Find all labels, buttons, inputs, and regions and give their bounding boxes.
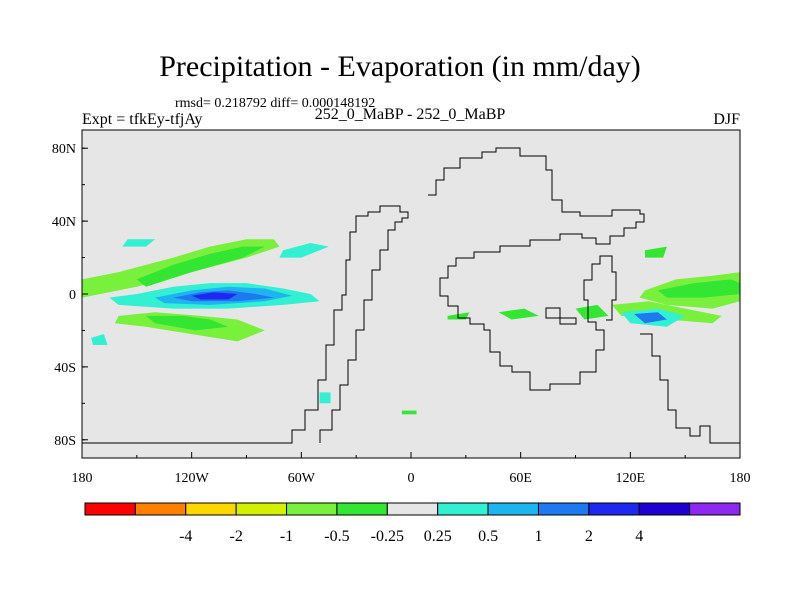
colorbar-label: -2 (229, 528, 242, 545)
colorbar-label: 0.25 (424, 528, 452, 545)
lon-tick-label: 60W (288, 471, 316, 486)
region-south-cyan-1 (91, 334, 108, 345)
tethys-island-outline (545, 307, 577, 325)
continent-outlines (82, 147, 740, 444)
region-tethys-green-1 (498, 308, 539, 320)
colorbar-swatch (185, 502, 237, 516)
region-tethys-green-2 (575, 304, 609, 320)
lon-tick-label: 180 (730, 471, 751, 486)
region-north-pacific-cyan-2 (279, 243, 329, 258)
western-landmass-outline (82, 205, 409, 444)
eastern-landmass-outline (428, 147, 645, 391)
lon-tick-label: 120E (616, 471, 646, 486)
colorbar-label: -0.25 (371, 528, 404, 545)
colorbar-swatch (689, 502, 741, 516)
colorbar-swatch (638, 502, 691, 516)
lon-tick-label: 60E (509, 471, 532, 486)
colorbar-swatch (336, 502, 388, 516)
colorbar-label: -4 (179, 528, 192, 545)
lat-tick-label: 40S (54, 361, 76, 376)
lat-tick-label: 40N (52, 215, 76, 230)
lon-tick-label: 120W (175, 471, 210, 486)
lat-tick-label: 0 (69, 288, 76, 303)
colorbar-label: 4 (635, 528, 643, 545)
lon-tick-label: 180 (72, 471, 93, 486)
region-south-green-small (401, 410, 417, 415)
region-east-pacific-blue (634, 312, 667, 324)
colorbar-swatch (437, 502, 489, 516)
map-title: Precipitation - Evaporation (in mm/day) (159, 50, 641, 83)
southeast-landmass-outline (640, 333, 740, 444)
region-north-east-green (645, 246, 667, 258)
colorbar-label: 0.5 (478, 528, 498, 545)
colorbar-label: -1 (280, 528, 293, 545)
colorbar-label: 1 (534, 528, 542, 545)
colorbar-swatch (235, 502, 288, 516)
colorbar-swatch (386, 502, 439, 516)
colorbar: -4 -2 -1 -0.5 -0.25 0.25 0.5 1 2 4 (84, 502, 741, 545)
region-east-pacific-bright-band (657, 279, 740, 298)
experiment-label: Expt = tfkEy-tfjAy (82, 111, 203, 128)
lon-tick-label: 0 (408, 471, 415, 486)
colorbar-swatch (487, 502, 539, 516)
colorbar-swatch (84, 502, 136, 516)
colorbar-swatch (537, 502, 590, 516)
region-pacific-north-bright-band (136, 246, 265, 287)
colorbar-swatch (134, 502, 187, 516)
colorbar-label: -0.5 (324, 528, 349, 545)
rmsd-diff-stats: rmsd= 0.218792 diff= 0.000148192 (175, 96, 376, 111)
region-north-pacific-cyan-1 (122, 239, 156, 247)
colorbar-label: 2 (585, 528, 593, 545)
precip-evap-field (82, 239, 740, 415)
colorbar-swatch (588, 502, 640, 516)
comparison-label: 252_0_MaBP - 252_0_MaBP (314, 106, 506, 123)
region-pacific-core-darkblue (191, 292, 238, 300)
lat-tick-label: 80N (52, 142, 76, 157)
longitude-axis: 180 120W 60W 0 60E 120E 180 (72, 452, 751, 486)
region-pacific-south-bright (146, 315, 229, 331)
season-label: DJF (713, 111, 740, 128)
latitude-axis: 80N 40N 0 40S 80S (52, 142, 88, 449)
region-south-cyan-2 (319, 392, 331, 404)
colorbar-swatch (286, 502, 338, 516)
lat-tick-label: 80S (54, 434, 76, 449)
